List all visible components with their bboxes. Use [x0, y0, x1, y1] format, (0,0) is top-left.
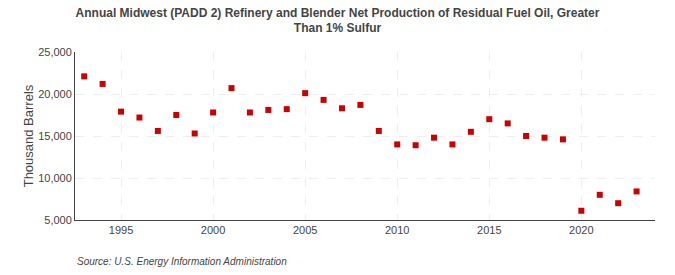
- svg-text:10,000: 10,000: [38, 172, 72, 184]
- svg-text:2010: 2010: [385, 224, 409, 236]
- svg-text:2000: 2000: [201, 224, 225, 236]
- svg-text:2020: 2020: [569, 224, 593, 236]
- svg-text:15,000: 15,000: [38, 130, 72, 142]
- svg-text:Source: U.S. Energy Informatio: Source: U.S. Energy Information Administ…: [77, 256, 287, 267]
- svg-text:1995: 1995: [109, 224, 133, 236]
- svg-text:25,000: 25,000: [38, 46, 72, 58]
- svg-text:Annual Midwest (PADD 2) Refine: Annual Midwest (PADD 2) Refinery and Ble…: [76, 6, 600, 36]
- svg-text:2005: 2005: [293, 224, 317, 236]
- svg-text:Thousand Barrels: Thousand Barrels: [21, 84, 36, 187]
- svg-text:20,000: 20,000: [38, 88, 72, 100]
- svg-text:5,000: 5,000: [44, 214, 72, 226]
- svg-text:2015: 2015: [477, 224, 501, 236]
